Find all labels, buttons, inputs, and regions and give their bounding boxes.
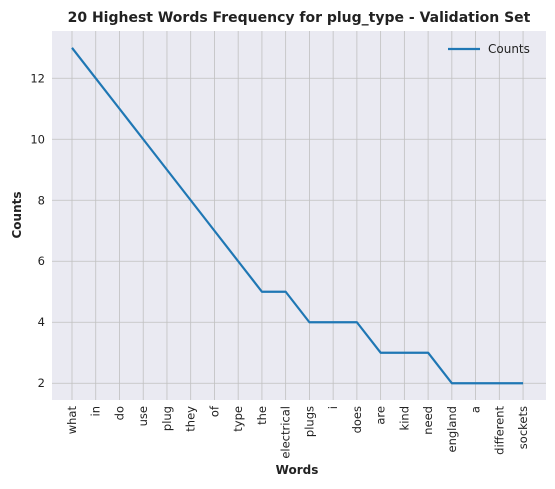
- chart-title: 20 Highest Words Frequency for plug_type…: [68, 10, 531, 26]
- legend-entry-counts: Counts: [488, 42, 530, 56]
- x-tick-label-type: type: [231, 406, 245, 432]
- y-axis-ticks: 2 4 6 8 10 12: [30, 71, 45, 390]
- x-tick-label-plugs: plugs: [302, 406, 316, 437]
- x-tick-label-in: in: [89, 406, 103, 416]
- x-axis-label: Words: [276, 463, 319, 477]
- y-tick-label: 12: [30, 71, 45, 85]
- x-tick-label-plug: plug: [160, 406, 174, 431]
- x-tick-label-does: does: [350, 406, 364, 433]
- x-tick-label-use: use: [136, 406, 150, 426]
- y-tick-label: 8: [38, 193, 45, 207]
- x-tick-label-sockets: sockets: [516, 406, 530, 449]
- y-tick-label: 4: [38, 315, 45, 329]
- y-axis-label: Counts: [10, 191, 24, 238]
- x-tick-label-the: the: [255, 406, 269, 425]
- plot-area: [52, 31, 546, 400]
- x-tick-label-kind: kind: [397, 406, 411, 430]
- x-axis-ticks: what in do use plug they of type the electrical pl…: [65, 405, 530, 459]
- x-tick-label-are: are: [374, 406, 388, 425]
- grid-lines: [52, 31, 546, 400]
- x-tick-label-what: what: [65, 406, 79, 435]
- x-tick-label-a: a: [469, 406, 483, 413]
- y-tick-label: 6: [38, 254, 45, 268]
- x-tick-label-different: different: [492, 406, 506, 455]
- x-tick-label-i: i: [326, 406, 340, 409]
- legend: Counts: [448, 42, 530, 56]
- y-tick-label: 10: [30, 132, 45, 146]
- x-tick-label-need: need: [421, 406, 435, 435]
- x-tick-label-england: england: [445, 406, 459, 453]
- series-line-counts: [71, 47, 524, 385]
- x-tick-label-do: do: [112, 406, 126, 420]
- y-tick-label: 2: [38, 376, 45, 390]
- x-tick-label-electrical: electrical: [279, 406, 293, 459]
- x-tick-label-they: they: [184, 406, 198, 432]
- x-tick-label-of: of: [207, 405, 221, 417]
